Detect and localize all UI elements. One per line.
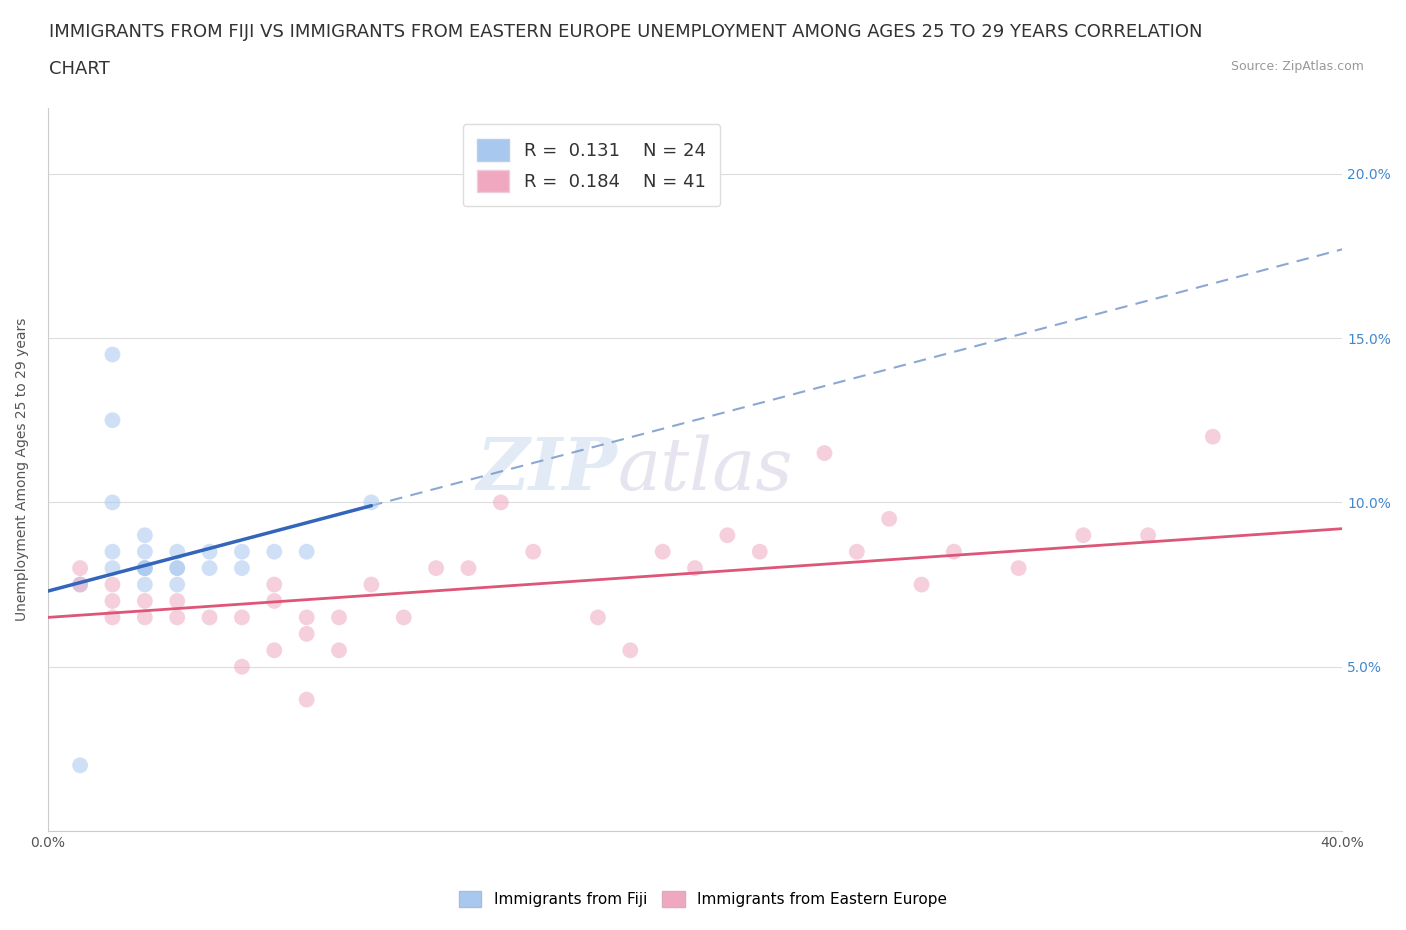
Point xyxy=(134,528,156,543)
Point xyxy=(263,593,285,608)
Point xyxy=(231,610,253,625)
Point xyxy=(845,544,868,559)
Point xyxy=(392,610,415,625)
Point xyxy=(134,561,156,576)
Point xyxy=(166,578,188,592)
Text: ZIP: ZIP xyxy=(477,434,617,505)
Point xyxy=(69,578,91,592)
Y-axis label: Unemployment Among Ages 25 to 29 years: Unemployment Among Ages 25 to 29 years xyxy=(15,318,30,621)
Point xyxy=(295,544,318,559)
Point xyxy=(457,561,479,576)
Point xyxy=(877,512,900,526)
Point xyxy=(101,347,124,362)
Point xyxy=(295,610,318,625)
Point xyxy=(69,578,91,592)
Point xyxy=(134,593,156,608)
Text: Source: ZipAtlas.com: Source: ZipAtlas.com xyxy=(1230,60,1364,73)
Point xyxy=(231,659,253,674)
Point xyxy=(910,578,932,592)
Point xyxy=(198,544,221,559)
Legend: R =  0.131    N = 24, R =  0.184    N = 41: R = 0.131 N = 24, R = 0.184 N = 41 xyxy=(463,125,720,206)
Point xyxy=(101,544,124,559)
Point xyxy=(942,544,965,559)
Point xyxy=(263,643,285,658)
Point xyxy=(101,593,124,608)
Point xyxy=(425,561,447,576)
Point xyxy=(263,544,285,559)
Point xyxy=(134,610,156,625)
Point xyxy=(134,544,156,559)
Point xyxy=(360,578,382,592)
Point xyxy=(1007,561,1029,576)
Point xyxy=(295,692,318,707)
Legend: Immigrants from Fiji, Immigrants from Eastern Europe: Immigrants from Fiji, Immigrants from Ea… xyxy=(453,884,953,913)
Point xyxy=(134,578,156,592)
Point xyxy=(166,610,188,625)
Point xyxy=(1137,528,1160,543)
Point xyxy=(522,544,544,559)
Point xyxy=(134,561,156,576)
Point xyxy=(198,561,221,576)
Point xyxy=(198,610,221,625)
Point xyxy=(166,544,188,559)
Point xyxy=(231,561,253,576)
Point xyxy=(328,610,350,625)
Text: CHART: CHART xyxy=(49,60,110,78)
Point xyxy=(69,561,91,576)
Point xyxy=(328,643,350,658)
Point xyxy=(716,528,738,543)
Point xyxy=(586,610,609,625)
Point xyxy=(619,643,641,658)
Point xyxy=(263,578,285,592)
Point xyxy=(489,495,512,510)
Point xyxy=(166,561,188,576)
Point xyxy=(748,544,770,559)
Text: atlas: atlas xyxy=(617,434,793,505)
Point xyxy=(101,413,124,428)
Point xyxy=(651,544,673,559)
Point xyxy=(295,627,318,642)
Text: IMMIGRANTS FROM FIJI VS IMMIGRANTS FROM EASTERN EUROPE UNEMPLOYMENT AMONG AGES 2: IMMIGRANTS FROM FIJI VS IMMIGRANTS FROM … xyxy=(49,23,1202,41)
Point xyxy=(101,561,124,576)
Point xyxy=(134,561,156,576)
Point xyxy=(101,610,124,625)
Point xyxy=(813,445,835,460)
Point xyxy=(166,593,188,608)
Point xyxy=(1073,528,1095,543)
Point xyxy=(683,561,706,576)
Point xyxy=(166,561,188,576)
Point xyxy=(69,758,91,773)
Point xyxy=(1202,430,1225,445)
Point xyxy=(360,495,382,510)
Point xyxy=(101,578,124,592)
Point xyxy=(101,495,124,510)
Point xyxy=(231,544,253,559)
